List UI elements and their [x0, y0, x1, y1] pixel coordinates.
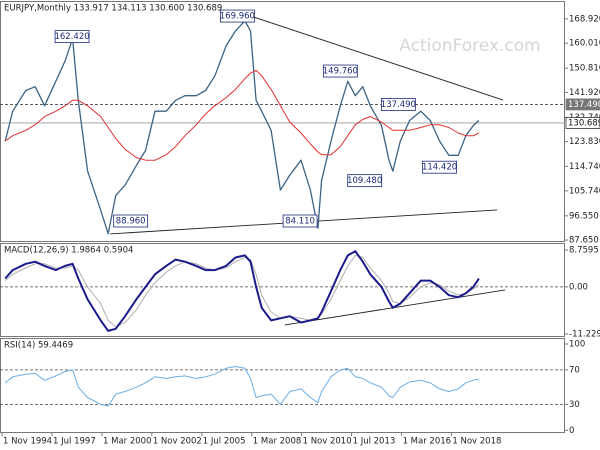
- panel-title: MACD(12,26,9) 1.9864 0.5904: [4, 246, 133, 256]
- level-label: 130.689: [568, 118, 600, 128]
- y-tick-label: 141.920: [569, 88, 600, 98]
- y-tick-label: 87.650: [569, 236, 599, 246]
- x-tick-label: 1 Jul 2013: [353, 437, 396, 447]
- panel-frame: [0, 338, 565, 433]
- y-tick-label: -11.2299: [569, 329, 600, 339]
- annotation-label: 169.960: [220, 12, 255, 22]
- annotation-box: [347, 174, 383, 188]
- annotation-box: [54, 30, 90, 43]
- annotation-label: 149.760: [323, 67, 358, 77]
- level-label-box: [565, 117, 600, 129]
- y-tick-label: 8.7595: [569, 246, 599, 256]
- annotation-label: 162.420: [54, 32, 89, 42]
- y-tick-label: 150.810: [569, 64, 600, 74]
- x-tick-label: 1 Jul 2005: [203, 437, 246, 447]
- series-line: [4, 69, 480, 161]
- y-tick-label: 0: [569, 426, 574, 436]
- x-tick-label: 1 Mar 2000: [103, 437, 151, 447]
- annotation-box: [282, 214, 318, 228]
- x-tick-label: 1 Mar 2016: [403, 437, 451, 447]
- panel-frame: [0, 243, 565, 337]
- y-tick-label: 105.740: [569, 186, 600, 196]
- y-tick-label: 0.00: [569, 282, 588, 292]
- annotation-box: [422, 160, 457, 174]
- y-tick-label: 123.830: [569, 137, 600, 147]
- annotation-label: 88.960: [116, 217, 146, 227]
- series-line: [4, 366, 480, 407]
- y-tick-label: 70: [569, 365, 580, 375]
- annotation-box: [219, 9, 255, 23]
- annotation-label: 137.490: [381, 100, 416, 110]
- annotation-box: [113, 214, 149, 228]
- panel-frame: [0, 1, 565, 242]
- trendline: [244, 13, 504, 101]
- level-label-box: [565, 98, 600, 111]
- x-tick-label: 1 Nov 1994: [3, 437, 52, 447]
- panel-title: EURJPY,Monthly 133.917 134.113 130.600 1…: [4, 4, 222, 14]
- annotation-box: [322, 64, 358, 78]
- series-line: [4, 250, 480, 332]
- level-label: 137.490: [568, 100, 600, 110]
- y-tick-label: 168.920: [569, 14, 600, 24]
- annotation-label: 84.110: [285, 217, 315, 227]
- x-tick-label: 1 Nov 2002: [153, 437, 202, 447]
- y-tick-label: 100: [569, 340, 585, 350]
- watermark: ActionForex.com: [399, 36, 540, 56]
- series-line: [4, 20, 480, 235]
- x-tick-label: 1 Nov 2018: [452, 437, 501, 447]
- x-tick-label: 1 Mar 2008: [253, 437, 301, 447]
- x-tick-label: 1 Jul 1997: [53, 437, 96, 447]
- y-tick-label: 160.010: [569, 39, 600, 49]
- annotation-box: [380, 98, 416, 111]
- x-tick-label: 1 Nov 2010: [303, 437, 352, 447]
- panel-title: RSI(14) 59.4469: [4, 341, 73, 351]
- y-tick-label: 114.740: [569, 162, 600, 172]
- annotation-label: 109.480: [347, 176, 382, 186]
- y-tick-label: 96.550: [569, 211, 599, 221]
- y-tick-label: 30: [569, 400, 580, 410]
- annotation-label: 114.420: [422, 163, 457, 173]
